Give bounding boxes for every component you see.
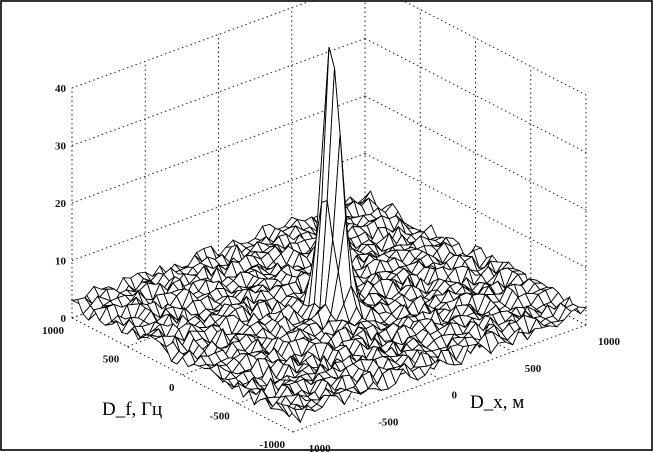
grid-line <box>364 153 587 268</box>
y-tick-label: -500 <box>210 411 231 423</box>
x-tick-label: 0 <box>452 390 458 402</box>
z-tick-label: 30 <box>55 141 67 153</box>
y-tick-label: -1000 <box>259 439 285 451</box>
x-tick-label: -1000 <box>305 443 331 452</box>
y-tick-label: 500 <box>103 354 120 366</box>
y-tick-label: 1000 <box>42 325 65 337</box>
y-tick-label: 0 <box>169 382 175 394</box>
z-tick-label: 40 <box>55 83 67 95</box>
x-tick-label: -500 <box>378 416 399 428</box>
grid-line <box>364 95 587 211</box>
grid-line <box>400 0 587 96</box>
x-axis-label: D_x, м <box>470 392 524 413</box>
grid-line <box>71 317 294 433</box>
x-tick-label: 1000 <box>598 336 621 348</box>
z-tick-label: 0 <box>61 313 67 325</box>
surface-cell <box>286 404 301 423</box>
surface-mesh <box>70 46 587 424</box>
z-tick-label: 20 <box>55 198 67 210</box>
tick-labels: 0 10 20 30 40 1000 500 0 -500 -1000 -1000 -500 0 500 1… <box>42 83 621 452</box>
z-tick-label: 10 <box>55 256 67 268</box>
x-tick-label: 500 <box>525 363 542 375</box>
y-axis-label: D_f, Гц <box>102 399 162 420</box>
grid-line <box>364 38 587 153</box>
